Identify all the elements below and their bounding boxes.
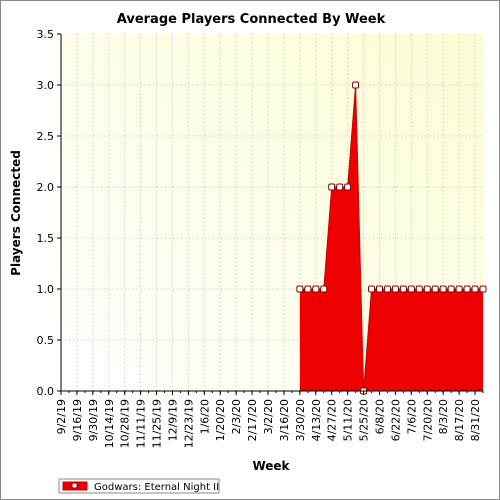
y-tick-label: 0.0 (37, 385, 55, 398)
data-point (391, 285, 399, 293)
data-point (431, 285, 439, 293)
data-point (344, 183, 352, 191)
x-tick-label: 3/16/20 (278, 399, 291, 441)
data-point (471, 285, 479, 293)
x-tick-label: 5/11/20 (342, 399, 355, 441)
y-axis-label: Players Connected (9, 150, 23, 276)
legend: Godwars: Eternal Night II (58, 478, 220, 494)
x-tick-label: 3/30/20 (294, 399, 307, 441)
y-tick-label: 3.0 (37, 79, 55, 92)
x-tick-label: 11/25/19 (151, 399, 164, 448)
x-tick-label: 8/3/20 (437, 399, 450, 434)
x-tick-label: 10/28/19 (119, 399, 132, 448)
y-tick-label: 2.0 (37, 181, 55, 194)
x-tick-label: 1/20/20 (214, 399, 227, 441)
data-point (383, 285, 391, 293)
axes-layer (57, 33, 484, 395)
data-point (320, 285, 328, 293)
x-tick-label: 8/31/20 (469, 399, 482, 441)
data-point (304, 285, 312, 293)
data-point (479, 285, 487, 293)
data-point (415, 285, 423, 293)
x-tick-label: 10/14/19 (103, 399, 116, 448)
y-tick-label: 1.0 (37, 283, 55, 296)
x-tick-label: 6/8/20 (373, 399, 386, 434)
y-tick-label: 3.5 (37, 28, 55, 41)
data-point (368, 285, 376, 293)
x-tick-label: 6/22/20 (389, 399, 402, 441)
data-point (352, 81, 360, 89)
x-tick-label: 8/17/20 (453, 399, 466, 441)
series-area (299, 85, 483, 391)
data-point (336, 183, 344, 191)
x-tick-label: 9/16/19 (71, 399, 84, 441)
y-tick-label: 0.5 (37, 334, 55, 347)
data-point (447, 285, 455, 293)
x-tick-label: 4/13/20 (310, 399, 323, 441)
y-tick-label: 2.5 (37, 130, 55, 143)
y-tick-label: 1.5 (37, 232, 55, 245)
legend-label: Godwars: Eternal Night II (94, 482, 219, 493)
data-point (399, 285, 407, 293)
data-point (407, 285, 415, 293)
x-tick-labels: 9/2/19 9/16/19 9/30/19 10/14/19 10/28/19 11/1… (55, 399, 482, 448)
x-tick-label: 2/17/20 (246, 399, 259, 441)
series-layer (296, 81, 487, 395)
x-tick-label: 7/6/20 (405, 399, 418, 434)
y-tick-labels: 0.0 0.5 1.0 1.5 2.0 2.5 3.0 3.5 (37, 28, 55, 398)
chart-title: Average Players Connected By Week (117, 12, 386, 27)
legend-marker (71, 482, 78, 489)
data-point (423, 285, 431, 293)
data-point (439, 285, 447, 293)
x-axis-label: Week (252, 459, 290, 473)
legend-box (58, 478, 220, 494)
data-point (296, 285, 304, 293)
x-tick-label: 9/2/19 (55, 399, 68, 434)
x-tick-label: 12/23/19 (182, 399, 195, 448)
x-tick-label: 9/30/19 (87, 399, 100, 441)
data-point (375, 285, 383, 293)
x-tick-label: 4/27/20 (326, 399, 339, 441)
data-point (328, 183, 336, 191)
x-tick-label: 11/11/19 (135, 399, 148, 448)
data-point (312, 285, 320, 293)
data-point (463, 285, 471, 293)
x-tick-label: 2/3/20 (230, 399, 243, 434)
x-tick-label: 12/9/19 (166, 399, 179, 441)
x-tick-label: 5/25/20 (358, 399, 371, 441)
x-tick-label: 7/20/20 (421, 399, 434, 441)
x-tick-label: 3/2/20 (262, 399, 275, 434)
data-point (455, 285, 463, 293)
x-tick-label: 1/6/20 (198, 399, 211, 434)
